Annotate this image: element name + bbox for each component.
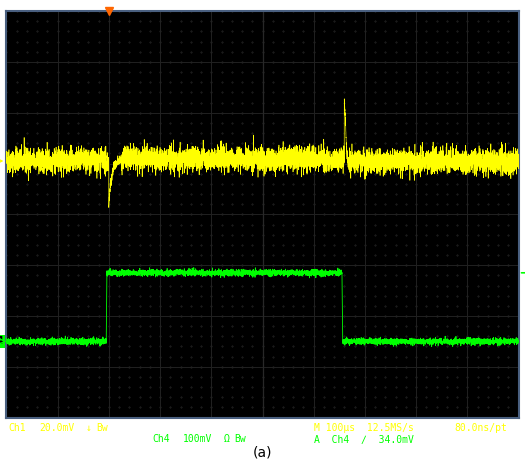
Text: 80.0ns/pt: 80.0ns/pt (455, 423, 508, 433)
Text: Ch4: Ch4 (152, 434, 170, 444)
Text: Bw: Bw (96, 423, 108, 433)
Text: 4: 4 (0, 337, 4, 346)
Text: 100mV: 100mV (183, 434, 213, 444)
Text: M 100μs  12.5MS/s: M 100μs 12.5MS/s (314, 423, 414, 433)
Text: (a): (a) (253, 445, 272, 459)
Text: ↓: ↓ (86, 423, 91, 433)
Text: A  Ch4  ∕  34.0mV: A Ch4 ∕ 34.0mV (314, 434, 414, 444)
Text: 20.0mV: 20.0mV (39, 423, 75, 433)
Text: Ch1: Ch1 (9, 423, 26, 433)
Text: Bw: Bw (234, 434, 246, 444)
Text: Ω: Ω (224, 434, 230, 444)
